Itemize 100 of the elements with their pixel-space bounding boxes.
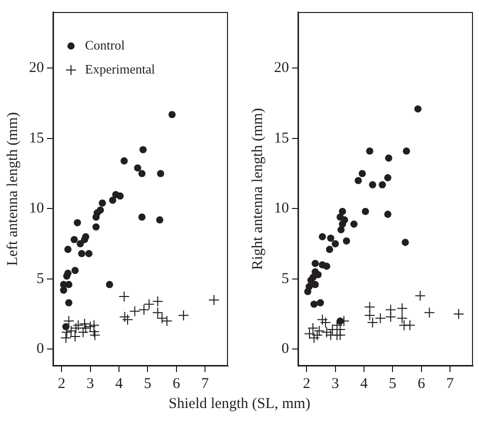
y-tick-label: 10	[274, 200, 289, 217]
point	[80, 322, 92, 334]
point	[312, 280, 319, 288]
point	[402, 238, 409, 246]
point	[385, 154, 392, 162]
point	[327, 234, 334, 242]
point	[74, 219, 81, 226]
point	[364, 302, 376, 312]
point	[80, 236, 88, 244]
point	[120, 157, 128, 165]
point	[337, 226, 345, 234]
point	[321, 326, 332, 338]
point	[78, 250, 86, 258]
legend-label: Control	[85, 37, 126, 52]
y-tick-label: 5	[36, 270, 44, 287]
point	[118, 290, 130, 302]
point	[138, 170, 146, 178]
point	[323, 262, 330, 270]
point	[424, 307, 435, 318]
point	[138, 213, 146, 221]
point	[168, 110, 176, 118]
point	[332, 240, 339, 248]
x-tick-label: 7	[201, 376, 210, 392]
point	[350, 220, 358, 228]
x-tick-label: 4	[115, 376, 124, 392]
point	[402, 147, 410, 155]
point	[156, 216, 164, 224]
x-tick-label: 3	[332, 376, 340, 392]
x-tick-label: 2	[302, 376, 310, 392]
point	[384, 174, 392, 182]
y-axis-title: Right antenna length (mm)	[250, 108, 266, 270]
point	[152, 296, 164, 307]
point	[106, 280, 114, 288]
point	[358, 170, 366, 178]
point	[366, 147, 374, 155]
x-tick-label: 7	[446, 376, 454, 392]
x-tick-label: 2	[58, 376, 66, 392]
point	[64, 246, 72, 254]
point	[384, 210, 392, 218]
point	[354, 176, 362, 184]
x-tick-label: 4	[360, 376, 368, 392]
point	[398, 320, 410, 331]
point	[134, 164, 142, 172]
point	[70, 236, 78, 244]
point	[65, 299, 72, 306]
point	[144, 298, 155, 310]
point	[414, 290, 426, 302]
point	[60, 332, 72, 344]
point	[178, 310, 190, 321]
point	[306, 283, 313, 290]
y-tick-label: 15	[274, 130, 289, 146]
point	[316, 299, 324, 306]
point	[139, 146, 147, 154]
y-tick-label: 20	[274, 60, 289, 76]
y-tick-label: 0	[282, 341, 289, 358]
point	[332, 320, 343, 331]
point	[109, 196, 116, 204]
point	[98, 199, 106, 207]
point	[122, 314, 134, 326]
x-tick-label: 6	[172, 376, 181, 392]
point	[312, 260, 319, 268]
point	[138, 304, 150, 316]
point	[368, 181, 376, 188]
point	[378, 181, 386, 188]
point	[92, 223, 100, 231]
point	[338, 208, 346, 216]
point	[65, 280, 72, 288]
point	[374, 312, 386, 324]
point	[316, 314, 328, 326]
point	[208, 294, 220, 306]
point	[342, 237, 350, 245]
point	[336, 317, 344, 325]
point	[362, 208, 370, 216]
x-tick-label: 6	[418, 376, 426, 392]
point	[414, 105, 422, 113]
point	[116, 192, 124, 200]
point	[453, 308, 464, 320]
point	[119, 311, 130, 322]
y-tick-label: 5	[282, 270, 289, 287]
x-tick-label: 5	[388, 376, 396, 392]
y-tick-label: 0	[36, 341, 44, 358]
x-tick-label: 3	[86, 376, 94, 392]
y-tick-label: 15	[29, 130, 44, 146]
point	[85, 250, 92, 258]
point	[89, 330, 100, 341]
point	[396, 302, 408, 314]
y-axis-title: Left antenna length (mm)	[4, 112, 21, 266]
point	[63, 272, 70, 280]
point	[318, 233, 326, 240]
point	[310, 300, 318, 308]
point	[385, 311, 396, 322]
point	[92, 213, 100, 221]
point	[129, 306, 140, 317]
legend-label: Experimental	[85, 61, 156, 76]
y-tick-label: 10	[29, 200, 44, 217]
x-axis-title: Shield length (SL, mm)	[168, 396, 312, 413]
point	[62, 323, 70, 330]
point	[76, 240, 84, 248]
point	[60, 286, 68, 294]
point	[396, 312, 408, 324]
